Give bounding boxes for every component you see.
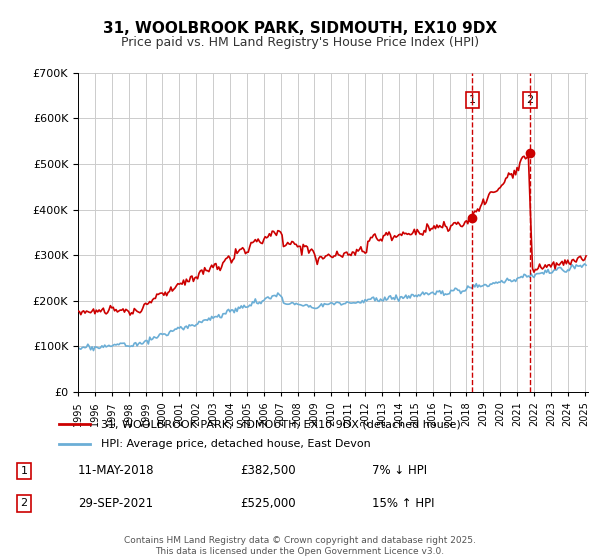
Text: 7% ↓ HPI: 7% ↓ HPI — [372, 464, 427, 478]
Text: £525,000: £525,000 — [240, 497, 296, 510]
Text: 1: 1 — [469, 95, 476, 105]
Text: 11-MAY-2018: 11-MAY-2018 — [78, 464, 155, 478]
Text: Contains HM Land Registry data © Crown copyright and database right 2025.
This d: Contains HM Land Registry data © Crown c… — [124, 536, 476, 556]
Text: 1: 1 — [20, 466, 28, 476]
Text: Price paid vs. HM Land Registry's House Price Index (HPI): Price paid vs. HM Land Registry's House … — [121, 36, 479, 49]
Text: 2: 2 — [20, 498, 28, 508]
Text: 29-SEP-2021: 29-SEP-2021 — [78, 497, 153, 510]
Text: 31, WOOLBROOK PARK, SIDMOUTH, EX10 9DX (detached house): 31, WOOLBROOK PARK, SIDMOUTH, EX10 9DX (… — [101, 419, 461, 429]
Text: 2: 2 — [526, 95, 533, 105]
Text: 31, WOOLBROOK PARK, SIDMOUTH, EX10 9DX: 31, WOOLBROOK PARK, SIDMOUTH, EX10 9DX — [103, 21, 497, 36]
Text: £382,500: £382,500 — [240, 464, 296, 478]
Text: 15% ↑ HPI: 15% ↑ HPI — [372, 497, 434, 510]
Text: HPI: Average price, detached house, East Devon: HPI: Average price, detached house, East… — [101, 439, 371, 449]
